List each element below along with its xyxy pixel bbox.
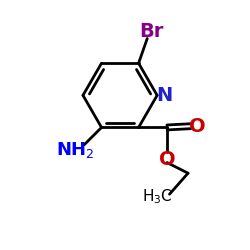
Text: O: O (159, 150, 175, 169)
Text: O: O (189, 117, 206, 136)
Text: Br: Br (139, 22, 163, 40)
Text: H$_3$C: H$_3$C (142, 187, 172, 206)
Text: NH$_2$: NH$_2$ (56, 140, 95, 160)
Text: N: N (156, 86, 172, 105)
